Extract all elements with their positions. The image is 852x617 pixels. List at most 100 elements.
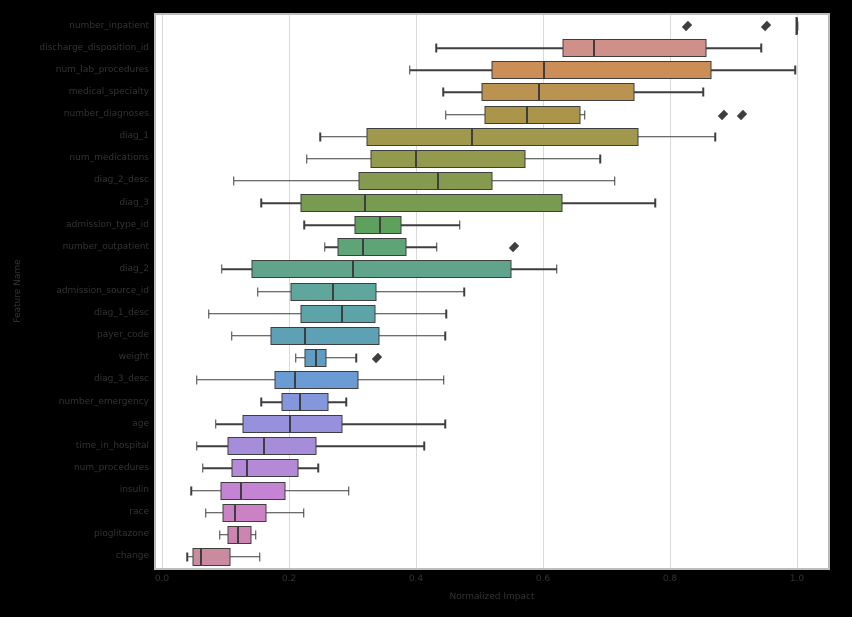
whisker-cap-low xyxy=(445,110,447,120)
box-discharge_disposition_id xyxy=(562,39,707,58)
whisker-cap-low xyxy=(257,287,259,296)
outlier-diamond xyxy=(760,20,772,32)
median-line xyxy=(363,195,366,212)
box-insulin xyxy=(220,481,286,500)
whisker-cap-low xyxy=(186,552,189,562)
whisker-cap-high xyxy=(255,530,257,540)
y-tick-label: diag_3_desc xyxy=(93,374,149,385)
whisker-cap-high xyxy=(760,43,763,53)
median-line xyxy=(331,283,334,300)
box-number_diagnoses xyxy=(484,105,581,124)
median-line xyxy=(415,150,417,167)
y-tick-label: discharge_disposition_id xyxy=(39,42,149,53)
box-diag_3 xyxy=(300,194,563,213)
gridline xyxy=(796,15,798,568)
outlier-diamond xyxy=(372,352,383,364)
median-line xyxy=(351,261,354,278)
box-medical_specialty xyxy=(481,83,635,102)
median-line xyxy=(288,416,291,433)
whisker-cap-low xyxy=(215,419,217,429)
box-num_procedures xyxy=(231,459,299,478)
median-line xyxy=(341,305,344,322)
median-line xyxy=(237,526,240,543)
median-line xyxy=(239,482,242,499)
y-tick-label: admission_source_id xyxy=(56,286,149,296)
x-tick-label: 0.2 xyxy=(281,574,297,584)
whisker-cap-low xyxy=(190,486,192,496)
gridline xyxy=(161,15,163,568)
median-line xyxy=(526,106,529,123)
box-diag_2_desc xyxy=(358,171,493,190)
box-number_emergency xyxy=(281,393,329,412)
x-tick-label: 0.4 xyxy=(408,574,424,584)
whisker-cap-low xyxy=(306,154,308,164)
whisker-cap-high xyxy=(556,264,558,274)
whisker-cap-high xyxy=(302,508,305,518)
box-num_medications xyxy=(370,149,526,168)
y-tick-label: diag_1 xyxy=(119,131,149,142)
whisker-cap-high xyxy=(444,331,446,341)
whisker-cap-low xyxy=(260,198,262,208)
whisker-cap-high xyxy=(654,198,657,208)
x-tick-label: 0.6 xyxy=(535,574,551,584)
y-tick-label: pioglitazone xyxy=(94,529,149,540)
y-tick-label: insulin xyxy=(119,485,149,496)
median-line xyxy=(303,327,306,344)
y-tick-label: payer_code xyxy=(97,330,149,341)
box-change xyxy=(192,547,231,566)
whisker-cap-high xyxy=(443,375,445,385)
gridline xyxy=(669,15,671,568)
box-payer_code xyxy=(270,326,380,345)
box-diag_1_desc xyxy=(300,304,376,323)
whisker-cap-high xyxy=(459,220,461,230)
y-tick-label: admission_type_id xyxy=(66,219,149,230)
median-line xyxy=(199,548,202,565)
whisker-cap-high xyxy=(614,176,616,186)
y-tick-label: number_outpatient xyxy=(62,241,149,252)
median-line xyxy=(246,460,249,477)
y-tick-label: number_diagnoses xyxy=(63,109,149,120)
whisker-cap-low xyxy=(260,397,262,407)
box-age xyxy=(242,415,343,434)
median-line xyxy=(592,40,595,57)
whisker-cap-high xyxy=(599,154,601,164)
whisker-cap-low xyxy=(201,463,204,473)
plot-layer xyxy=(156,15,828,568)
median-line xyxy=(796,18,798,35)
whisker-cap-low xyxy=(219,530,221,540)
whisker-cap-high xyxy=(463,287,465,296)
whisker-cap-low xyxy=(319,132,321,142)
whisker-cap-low xyxy=(220,264,223,274)
whisker-cap-low xyxy=(295,353,297,363)
whisker-cap-low xyxy=(442,87,445,97)
median-line xyxy=(437,172,440,189)
median-line xyxy=(470,128,473,145)
whisker-cap-high xyxy=(347,486,350,496)
whisker-cap-high xyxy=(317,463,319,473)
x-tick-label: 0.8 xyxy=(662,574,678,584)
whisker-cap-high xyxy=(714,132,716,142)
median-line xyxy=(315,349,318,366)
whisker-cap-low xyxy=(208,309,210,319)
y-tick-label: race xyxy=(129,507,149,518)
box-diag_3_desc xyxy=(274,370,359,389)
outlier-diamond xyxy=(718,109,729,120)
median-line xyxy=(299,394,302,411)
whisker-cap-high xyxy=(355,353,358,363)
median-line xyxy=(234,504,237,521)
whisker-cap-low xyxy=(303,220,305,230)
x-tick-label: 0.0 xyxy=(154,574,170,584)
x-tick-label: 1.0 xyxy=(789,574,805,584)
whisker-cap-high xyxy=(345,397,347,407)
median-line xyxy=(361,239,364,256)
whisker-cap-high xyxy=(794,65,796,75)
whisker-cap-low xyxy=(196,441,198,451)
y-tick-label: weight xyxy=(118,352,149,363)
whisker-cap-high xyxy=(259,552,261,562)
box-diag_1 xyxy=(366,127,639,146)
whisker-cap-high xyxy=(423,441,425,451)
median-line xyxy=(538,84,541,101)
y-tick-label: num_lab_procedures xyxy=(55,64,149,75)
median-line xyxy=(379,217,382,234)
y-tick-label: time_in_hospital xyxy=(75,440,149,451)
